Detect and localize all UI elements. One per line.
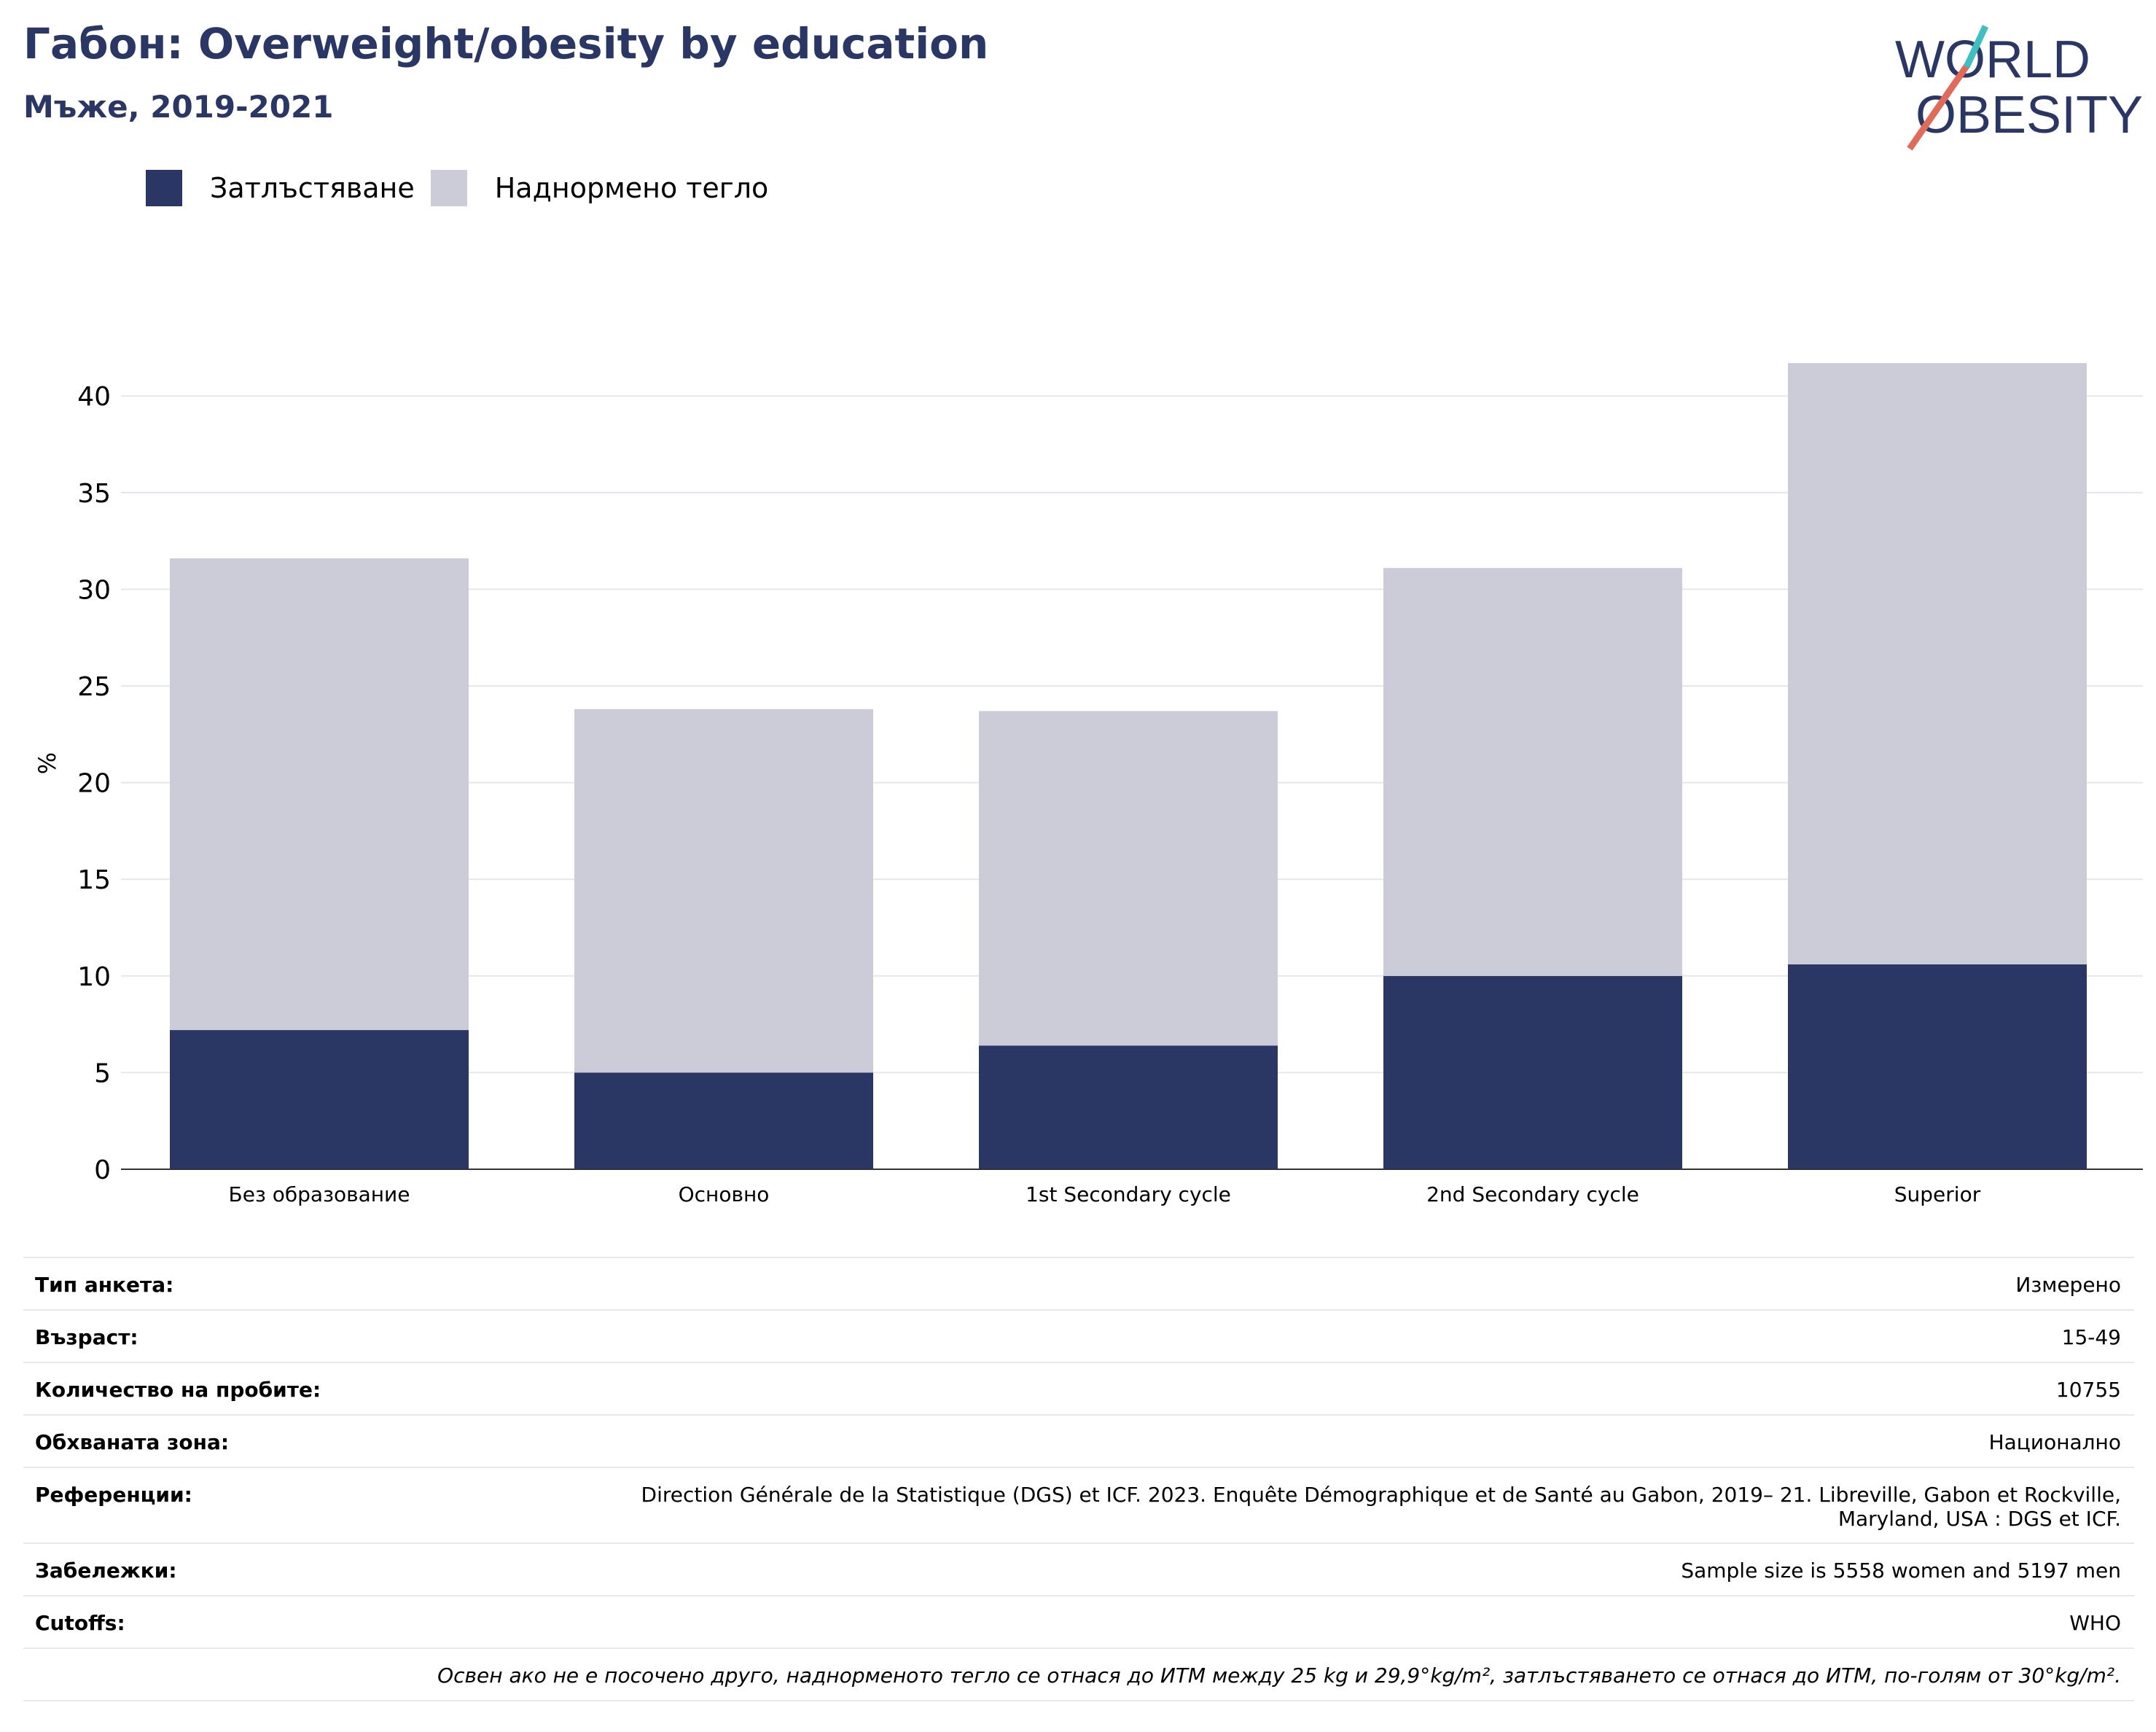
y-tick-label: 10 <box>77 962 111 992</box>
legend-swatch-overweight <box>430 170 467 206</box>
bar-chart: 0 5 10 15 20 25 30 35 40% Без образование Основно 1… <box>34 363 2143 1206</box>
x-tick-label: 2nd Secondary cycle <box>1426 1182 1639 1206</box>
info-key: Забележки: <box>35 1559 177 1583</box>
info-row-cutoffs: Cutoffs: WHO <box>23 1596 2134 1649</box>
bar-obesity <box>170 1030 469 1169</box>
info-row-sample-size: Количество на пробите: 10755 <box>23 1363 2134 1416</box>
x-tick-label: Основно <box>679 1182 770 1206</box>
y-tick-label: 30 <box>77 575 111 605</box>
bar-overweight <box>170 558 469 1031</box>
info-key: Обхваната зона: <box>35 1430 230 1454</box>
footnote: Освен ако не е посочено друго, наднормен… <box>23 1649 2134 1701</box>
chart-subtitle: Мъже, 2019-2021 <box>23 89 334 125</box>
bar-obesity <box>979 1045 1278 1169</box>
y-tick-label: 35 <box>77 479 111 509</box>
legend-item-obesity[interactable]: Затлъстяване <box>146 170 415 206</box>
info-value: 10755 <box>2055 1378 2121 1402</box>
info-key: Тип анкета: <box>35 1273 174 1297</box>
info-table: Тип анкета: Измерено Възраст: 15-49 Коли… <box>23 1257 2134 1701</box>
bar-obesity <box>1788 964 2087 1169</box>
info-value: Национално <box>1988 1430 2121 1454</box>
x-tick-label: 1st Secondary cycle <box>1026 1182 1231 1206</box>
info-row-age: Възраст: 15-49 <box>23 1311 2134 1363</box>
logo-slash-red <box>1907 62 1971 151</box>
bar-overweight <box>1788 363 2087 964</box>
info-row-notes: Забележки: Sample size is 5558 women and… <box>23 1544 2134 1596</box>
info-value: WHO <box>2069 1611 2121 1635</box>
y-tick-label: 5 <box>94 1058 111 1088</box>
info-row-references: Референции: Direction Générale de la Sta… <box>23 1468 2134 1544</box>
bar-obesity <box>1383 975 1682 1169</box>
logo-line1: WORLD <box>1895 31 2090 89</box>
legend-item-overweight[interactable]: Наднормено тегло <box>430 170 769 206</box>
legend-label-obesity: Затлъстяване <box>210 172 415 204</box>
x-tick-label: Superior <box>1894 1182 1981 1206</box>
chart-title: Габон: Overweight/obesity by education <box>23 19 989 69</box>
legend-label-overweight: Наднормено тегло <box>494 172 769 204</box>
bar-overweight <box>1383 568 1682 976</box>
logo-slash-teal <box>1963 25 1989 69</box>
logo-line2: OBESITY <box>1915 86 2143 144</box>
info-value: Sample size is 5558 women and 5197 men <box>1681 1559 2121 1583</box>
info-key: Възраст: <box>35 1325 138 1349</box>
info-key: Cutoffs: <box>35 1611 125 1635</box>
y-tick-label: 20 <box>77 769 111 799</box>
info-value: Direction Générale de la Statistique (DG… <box>641 1483 2121 1531</box>
info-row-survey-type: Тип анкета: Измерено <box>23 1258 2134 1311</box>
bar-overweight <box>979 711 1278 1046</box>
info-key: Референции: <box>35 1483 192 1507</box>
y-tick-label: 0 <box>94 1155 111 1185</box>
bar-overweight <box>574 709 873 1073</box>
info-value: Измерено <box>2015 1273 2121 1297</box>
legend: Затлъстяване Наднормено тегло <box>146 169 784 207</box>
bar-obesity <box>574 1072 873 1169</box>
y-tick-label: 25 <box>77 672 111 702</box>
info-value: 15-49 <box>2061 1325 2121 1349</box>
x-tick-label: Без образование <box>229 1182 410 1206</box>
y-axis-label: % <box>34 752 61 774</box>
legend-swatch-obesity <box>146 170 182 206</box>
info-key: Количество на пробите: <box>35 1378 321 1402</box>
info-row-coverage: Обхваната зона: Национално <box>23 1416 2134 1468</box>
y-tick-label: 40 <box>77 382 111 412</box>
y-tick-label: 15 <box>77 865 111 895</box>
world-obesity-logo: WORLD OBESITY <box>1895 25 2143 151</box>
